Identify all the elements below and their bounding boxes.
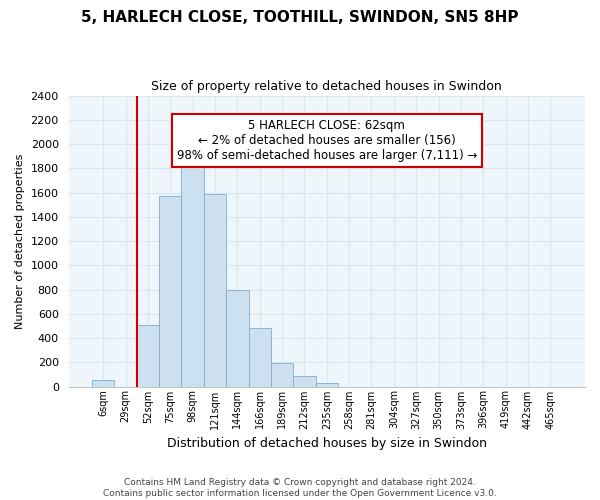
Bar — [204, 194, 226, 386]
Text: Contains HM Land Registry data © Crown copyright and database right 2024.
Contai: Contains HM Land Registry data © Crown c… — [103, 478, 497, 498]
Title: Size of property relative to detached houses in Swindon: Size of property relative to detached ho… — [151, 80, 502, 93]
Text: 5 HARLECH CLOSE: 62sqm
← 2% of detached houses are smaller (156)
98% of semi-det: 5 HARLECH CLOSE: 62sqm ← 2% of detached … — [176, 119, 477, 162]
Bar — [271, 364, 293, 386]
Y-axis label: Number of detached properties: Number of detached properties — [15, 154, 25, 328]
X-axis label: Distribution of detached houses by size in Swindon: Distribution of detached houses by size … — [167, 437, 487, 450]
Bar — [226, 290, 248, 386]
Bar — [181, 150, 204, 386]
Bar — [92, 380, 115, 386]
Bar — [137, 324, 159, 386]
Text: 5, HARLECH CLOSE, TOOTHILL, SWINDON, SN5 8HP: 5, HARLECH CLOSE, TOOTHILL, SWINDON, SN5… — [81, 10, 519, 25]
Bar — [159, 196, 181, 386]
Bar — [316, 383, 338, 386]
Bar — [293, 376, 316, 386]
Bar — [248, 328, 271, 386]
